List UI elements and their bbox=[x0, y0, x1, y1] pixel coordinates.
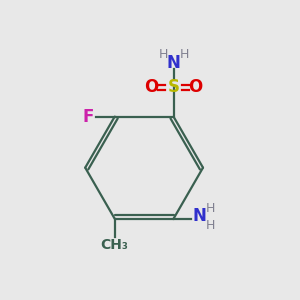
Text: N: N bbox=[193, 207, 206, 225]
Text: H: H bbox=[206, 202, 215, 215]
Text: S: S bbox=[168, 78, 180, 96]
Text: H: H bbox=[158, 48, 168, 61]
Text: H: H bbox=[206, 219, 215, 232]
Text: F: F bbox=[82, 108, 94, 126]
Text: CH₃: CH₃ bbox=[101, 238, 129, 252]
Text: O: O bbox=[144, 78, 159, 96]
Text: H: H bbox=[179, 48, 189, 61]
Text: N: N bbox=[167, 54, 181, 72]
Text: O: O bbox=[188, 78, 203, 96]
